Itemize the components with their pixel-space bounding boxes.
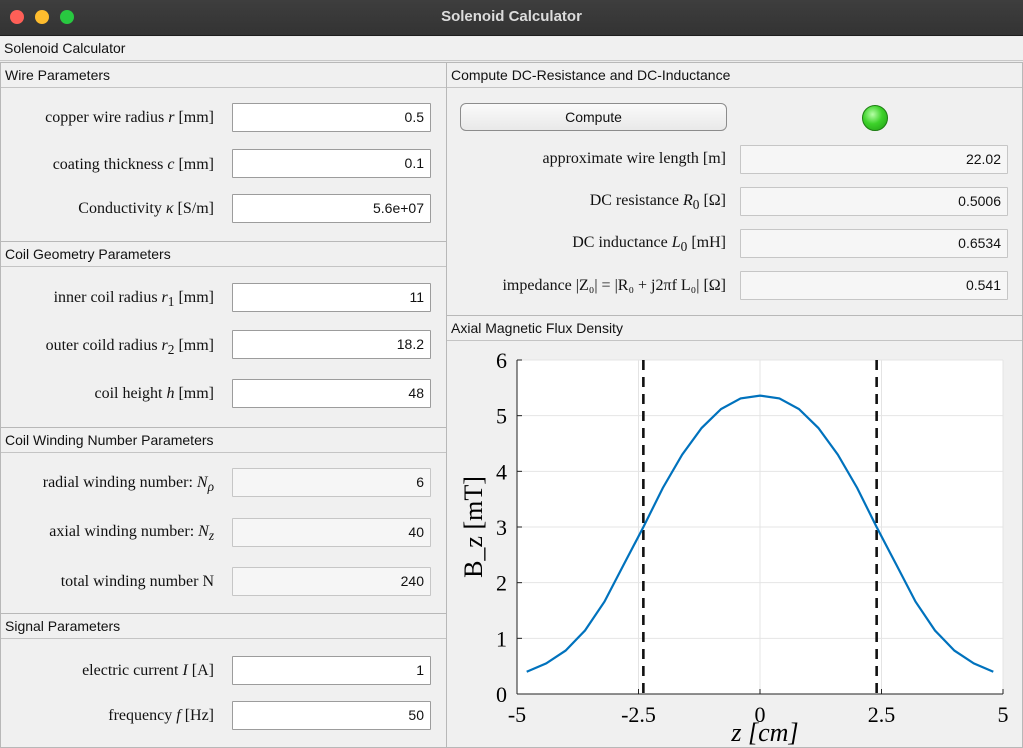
axial-winding-label: axial winding number: Nz (49, 523, 214, 544)
frequency-input[interactable]: 50 (232, 701, 431, 730)
minimize-window-button[interactable] (35, 10, 49, 24)
coating-thickness-label: coating thickness c [mm] (52, 156, 214, 173)
flux-density-chart: -5 -2.5 0 2.5 5 0 1 2 3 4 5 6 z [cm] B_z [mT] (459, 348, 1009, 747)
window-title: Solenoid Calculator (441, 8, 582, 25)
conductivity-input[interactable]: 5.6e+07 (232, 194, 431, 223)
x-axis-label: z [cm] (730, 718, 798, 747)
y-tick-label: 2 (496, 571, 507, 596)
total-winding-label: total winding number N (60, 573, 214, 590)
frequency-label: frequency f [Hz] (108, 707, 214, 724)
x-tick-label: -2.5 (621, 702, 656, 727)
impedance-output: 0.541 (740, 271, 1008, 300)
total-winding-output: 240 (232, 567, 431, 596)
conductivity-label: Conductivity κ [S/m] (78, 200, 214, 217)
impedance-label: impedance |Z₀| = |R₀ + j2πf L₀| [Ω] (502, 277, 726, 294)
outer-radius-label: outer coild radius r2 [mm] (45, 337, 214, 358)
outer-radius-input[interactable]: 18.2 (232, 330, 431, 359)
coil-geometry-panel: Coil Geometry Parameters inner coil radi… (0, 241, 447, 428)
y-tick-label: 6 (496, 348, 507, 373)
flux-density-panel: Axial Magnetic Flux Density -5 -2.5 0 2.5 5 … (446, 315, 1023, 748)
coil-height-label: coil height h [mm] (94, 385, 214, 402)
radial-winding-output: 6 (232, 468, 431, 497)
app-title: Solenoid Calculator (0, 37, 1023, 61)
inner-radius-label: inner coil radius r1 [mm] (53, 289, 214, 310)
signal-parameters-panel: Signal Parameters electric current I [A]… (0, 613, 447, 748)
wire-radius-label: copper wire radius r [mm] (45, 109, 214, 126)
y-tick-label: 5 (496, 404, 507, 429)
signal-parameters-header: Signal Parameters (1, 614, 446, 639)
compute-header: Compute DC-Resistance and DC-Inductance (447, 63, 1022, 88)
flux-density-header: Axial Magnetic Flux Density (447, 316, 1022, 341)
current-label: electric current I [A] (82, 662, 214, 679)
y-tick-label: 4 (496, 459, 507, 484)
dc-inductance-output: 0.6534 (740, 229, 1008, 258)
close-window-button[interactable] (10, 10, 24, 24)
inner-radius-input[interactable]: 11 (232, 283, 431, 312)
coil-geometry-header: Coil Geometry Parameters (1, 242, 446, 267)
coating-thickness-input[interactable]: 0.1 (232, 149, 431, 178)
title-bar: Solenoid Calculator (0, 0, 1023, 36)
wire-parameters-header: Wire Parameters (1, 63, 446, 88)
coil-height-input[interactable]: 48 (232, 379, 431, 408)
x-tick-label: 0 (755, 702, 766, 727)
wire-radius-input[interactable]: 0.5 (232, 103, 431, 132)
x-tick-label: 2.5 (868, 702, 896, 727)
y-tick-label: 0 (496, 682, 507, 707)
radial-winding-label: radial winding number: Nρ (42, 474, 214, 495)
axial-winding-output: 40 (232, 518, 431, 547)
compute-button[interactable]: Compute (460, 103, 727, 131)
current-input[interactable]: 1 (232, 656, 431, 685)
coil-winding-header: Coil Winding Number Parameters (1, 428, 446, 453)
y-axis-label: B_z [mT] (459, 476, 488, 578)
wire-length-label: approximate wire length [m] (542, 150, 727, 167)
y-tick-label: 3 (496, 515, 507, 540)
coil-winding-panel: Coil Winding Number Parameters radial wi… (0, 427, 447, 614)
x-tick-label: -5 (508, 702, 526, 727)
dc-resistance-label: DC resistance R0 [Ω] (589, 192, 726, 213)
wire-parameters-panel: Wire Parameters copper wire radius r [mm… (0, 62, 447, 242)
status-lamp (862, 105, 888, 131)
dc-resistance-output: 0.5006 (740, 187, 1008, 216)
y-tick-label: 1 (496, 626, 507, 651)
x-tick-label: 5 (998, 702, 1009, 727)
compute-panel: Compute DC-Resistance and DC-Inductance … (446, 62, 1023, 316)
wire-length-output: 22.02 (740, 145, 1008, 174)
maximize-window-button[interactable] (60, 10, 74, 24)
dc-inductance-label: DC inductance L0 [mH] (572, 234, 726, 255)
flux-density-line (526, 394, 994, 673)
